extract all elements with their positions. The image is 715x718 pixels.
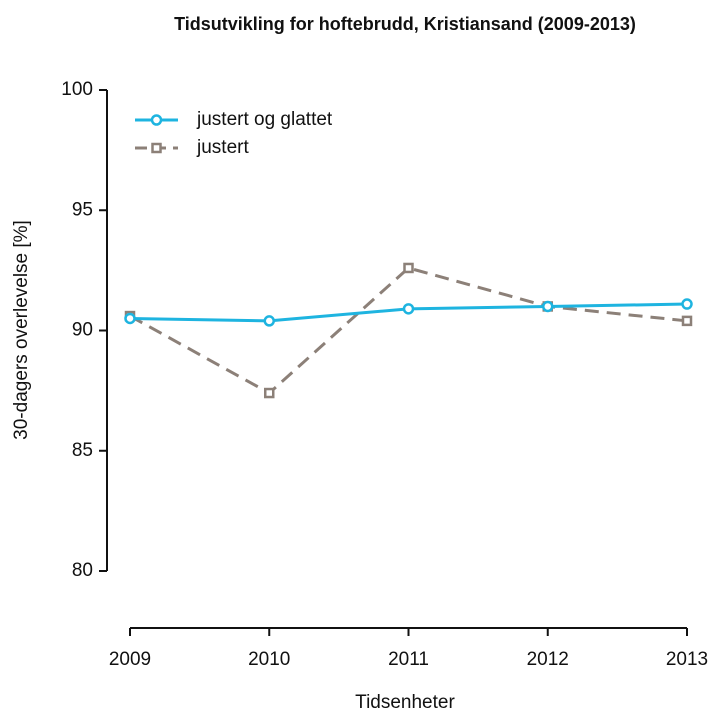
point (263, 315, 275, 327)
legend-marker (150, 114, 163, 126)
y-tick-label: 95 (72, 199, 93, 220)
point (403, 262, 414, 274)
point (402, 303, 415, 315)
point (264, 387, 275, 399)
series-line (129, 266, 688, 395)
y-axis-label: 30-dagers overlevelse [%] (11, 220, 32, 440)
point (681, 298, 693, 310)
legend-label: justert (196, 137, 249, 158)
legend-marker (151, 142, 162, 154)
point (124, 312, 136, 325)
point (681, 315, 693, 327)
x-tick-label: 2011 (388, 649, 429, 670)
x-axis-label: Tidsenheter (355, 692, 455, 713)
legend-label: justert og glattet (196, 109, 333, 130)
x-tick-label: 2013 (666, 649, 708, 670)
x-tick-label: 2012 (527, 649, 569, 670)
y-tick-label: 90 (72, 320, 93, 341)
x-tick-label: 2009 (109, 649, 151, 670)
y-tick-label: 85 (72, 440, 93, 461)
y-tick-label: 100 (61, 79, 93, 100)
point (542, 300, 554, 313)
x-tick-label: 2010 (248, 649, 290, 670)
y-tick-label: 80 (72, 560, 93, 581)
chart-title: Tidsutvikling for hoftebrudd, Kristiansa… (174, 14, 636, 34)
